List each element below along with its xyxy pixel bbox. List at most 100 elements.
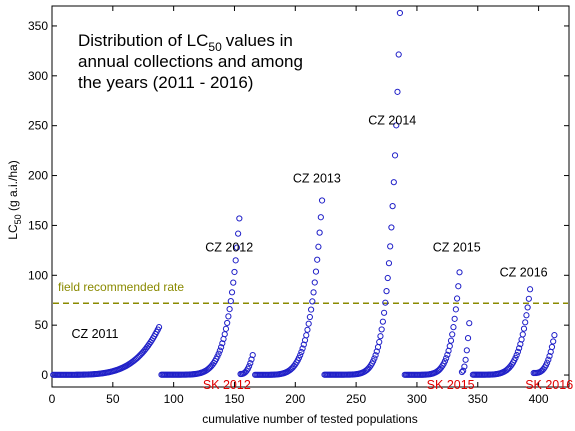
data-point (548, 343, 556, 351)
chart-title-line-3: the years (2011 - 2016) (78, 73, 253, 92)
data-point (235, 230, 242, 237)
group-label-cz-2015: CZ 2015 (433, 240, 481, 254)
data-point (382, 299, 389, 306)
data-point (450, 324, 457, 331)
y-tick-label-350: 350 (28, 19, 48, 33)
data-point (380, 309, 388, 316)
data-point (525, 295, 532, 302)
data-point (225, 313, 232, 320)
data-point (228, 289, 236, 296)
data-point (379, 318, 386, 325)
field-recommended-rate-label: field recommended rate (58, 280, 184, 294)
data-point (463, 347, 470, 354)
data-points (50, 9, 558, 378)
group-label-cz-2012: CZ 2012 (205, 240, 253, 254)
data-point (230, 279, 237, 286)
data-point (462, 356, 469, 363)
data-point (308, 306, 315, 313)
data-point (451, 315, 458, 322)
data-point (215, 350, 222, 357)
data-point (216, 347, 223, 354)
data-point (303, 332, 310, 339)
plot-frame (51, 5, 570, 388)
data-point (523, 312, 530, 319)
data-point (231, 268, 238, 276)
data-point (309, 298, 316, 305)
data-point (312, 268, 320, 275)
x-tick-labels: 0 50 100 150 200 250 300 350 400 (49, 392, 549, 406)
data-point (452, 306, 459, 313)
y-tick-label-0: 0 (41, 368, 48, 382)
data-point (376, 338, 383, 346)
data-point (248, 356, 255, 363)
data-point (306, 313, 313, 321)
y-tick-label-200: 200 (28, 169, 48, 183)
data-point (461, 363, 468, 370)
data-point (466, 320, 473, 327)
y-tick-label-150: 150 (28, 218, 48, 232)
data-point (551, 332, 558, 339)
data-point (297, 352, 304, 359)
data-point (310, 289, 317, 296)
data-point (316, 229, 323, 236)
group-label-cz-2011: CZ 2011 (71, 327, 118, 341)
data-point (514, 348, 522, 355)
group-label-sk-2012: SK 2012 (203, 378, 251, 392)
data-point (513, 351, 520, 359)
y-axis-label: LC50 (g a.i./ha) (6, 160, 23, 239)
data-point (249, 351, 256, 359)
data-point (546, 352, 553, 360)
data-point (524, 304, 531, 311)
data-point (236, 215, 243, 222)
data-point (227, 298, 234, 305)
data-point (464, 335, 472, 342)
data-point (544, 359, 551, 366)
x-tick-label-350: 350 (468, 392, 488, 406)
data-point (389, 203, 396, 210)
data-point (378, 326, 385, 333)
data-point (453, 295, 461, 302)
data-point (449, 331, 456, 338)
y-tick-label-50: 50 (35, 318, 49, 332)
data-point (520, 325, 528, 332)
data-point (222, 325, 230, 332)
data-point (314, 256, 321, 263)
x-tick-label-250: 250 (346, 392, 366, 406)
data-point (226, 306, 233, 313)
data-point (387, 243, 394, 250)
data-point (394, 88, 401, 95)
x-tick-label-100: 100 (164, 392, 184, 406)
data-point (371, 355, 378, 362)
data-point (298, 348, 305, 356)
data-point (388, 224, 395, 231)
data-point (317, 214, 324, 221)
data-point (391, 152, 399, 159)
data-point (395, 51, 402, 58)
data-point (444, 351, 451, 358)
data-point (233, 244, 241, 251)
group-label-cz-2014: CZ 2014 (368, 114, 416, 128)
data-point (299, 345, 306, 352)
x-tick-label-400: 400 (529, 392, 549, 406)
data-point (219, 340, 226, 347)
data-point (372, 352, 379, 359)
data-point (526, 286, 534, 293)
data-point (516, 345, 523, 352)
data-point (300, 341, 307, 348)
data-point (550, 338, 557, 345)
data-point (455, 283, 462, 290)
y-tick-label-100: 100 (28, 268, 48, 282)
data-point (245, 363, 253, 370)
group-label-sk-2016: SK 2016 (525, 378, 573, 392)
data-point (393, 122, 400, 129)
y-tick-label-300: 300 (28, 69, 48, 83)
group-label-sk-2015: SK 2015 (427, 378, 475, 392)
data-point (377, 333, 384, 340)
data-point (217, 344, 225, 351)
data-point (383, 288, 390, 295)
x-tick-label-300: 300 (407, 392, 427, 406)
data-point (456, 269, 463, 276)
group-label-cz-2013: CZ 2013 (293, 172, 341, 186)
